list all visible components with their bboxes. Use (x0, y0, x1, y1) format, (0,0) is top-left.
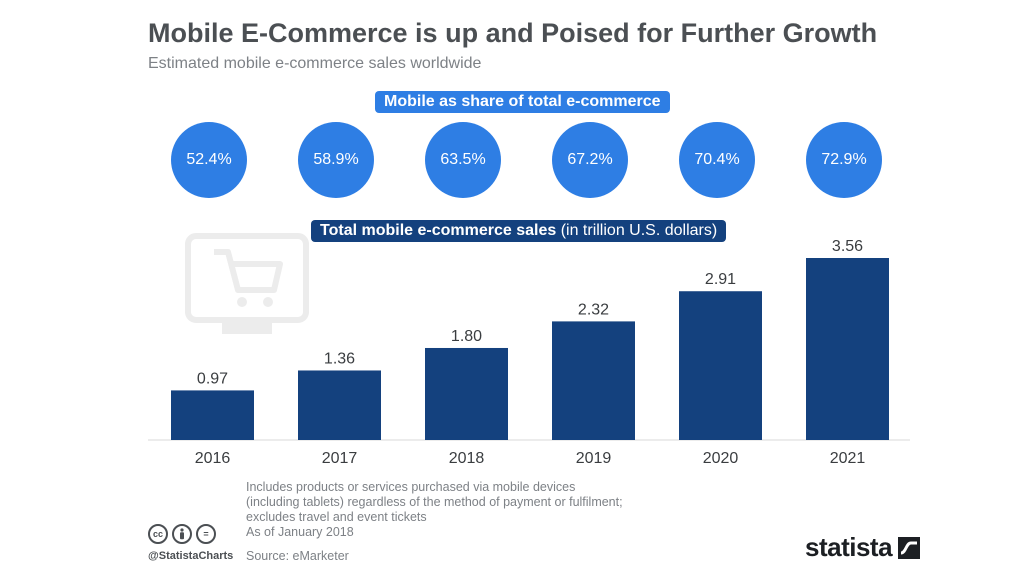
share-circle-2018: 63.5% (425, 122, 501, 198)
chart-title: Mobile E-Commerce is up and Poised for F… (148, 18, 878, 48)
x-tick-label: 2019 (576, 450, 612, 467)
attribution-icon (172, 524, 192, 544)
twitter-handle: @StatistaCharts (148, 550, 234, 562)
total-sales-label-bold: Total mobile e-commerce sales (320, 222, 557, 239)
share-label: Mobile as share of total e-commerce (375, 91, 670, 113)
share-circle-2021: 72.9% (806, 122, 882, 198)
bar-value-label: 2.32 (578, 301, 609, 318)
statista-mark-icon (898, 536, 921, 559)
share-circle-2019: 67.2% (552, 122, 628, 198)
chart-subtitle: Estimated mobile e-commerce sales worldw… (148, 55, 482, 72)
bar-value-label: 3.56 (832, 238, 863, 255)
source-note: Source: eMarketer (246, 549, 349, 563)
bar-value-label: 1.80 (451, 328, 482, 345)
bar-value-label: 0.97 (197, 370, 228, 387)
note-line: excludes travel and event tickets (246, 510, 427, 524)
bar-2021 (806, 258, 889, 440)
license-icons: cc = (148, 524, 216, 544)
bar-2019 (552, 321, 635, 440)
bar-value-label: 1.36 (324, 350, 355, 367)
x-tick-label: 2018 (449, 450, 485, 467)
share-circle-2017: 58.9% (298, 122, 374, 198)
x-tick-label: 2016 (195, 450, 231, 467)
chart-note: Includes products or services purchased … (246, 480, 623, 540)
bar-2018 (425, 347, 508, 440)
share-circle-2016: 52.4% (171, 122, 247, 198)
note-line: As of January 2018 (246, 525, 354, 539)
share-circle-2020: 70.4% (679, 122, 755, 198)
bar-value-label: 2.91 (705, 271, 736, 288)
x-tick-label: 2020 (703, 450, 739, 467)
brand-name: statista (805, 532, 893, 562)
total-sales-label-unit: (in trillion U.S. dollars) (556, 222, 718, 239)
creative-commons-icon: cc (148, 524, 168, 544)
bar-2016 (171, 390, 254, 440)
x-tick-label: 2021 (830, 450, 866, 467)
bar-2020 (679, 291, 762, 440)
total-sales-label: Total mobile e-commerce sales (in trilli… (311, 220, 727, 242)
note-line: Includes products or services purchased … (246, 480, 576, 494)
bar-2017 (298, 370, 381, 440)
x-tick-label: 2017 (322, 450, 358, 467)
statista-logo: statista (805, 532, 921, 563)
note-line: (including tablets) regardless of the me… (246, 495, 623, 509)
no-derivatives-icon: = (196, 524, 216, 544)
